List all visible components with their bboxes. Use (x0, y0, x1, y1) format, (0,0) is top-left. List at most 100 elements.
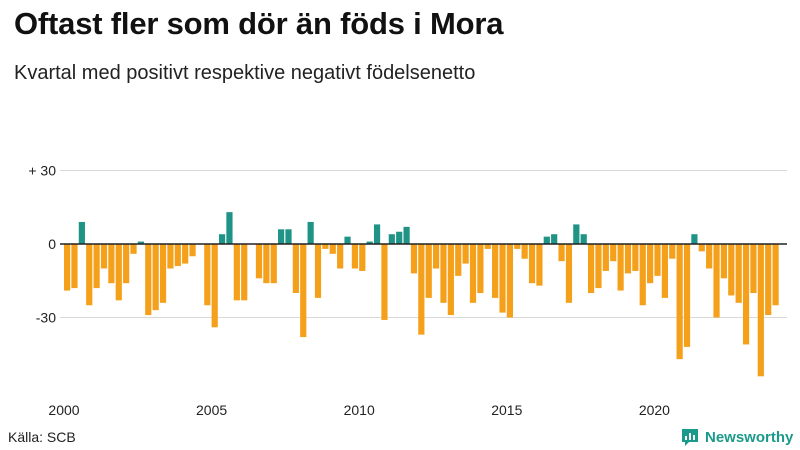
bar-2018-k4 (617, 244, 624, 291)
bar-2019-k2 (632, 244, 639, 271)
bar-2009-k2 (337, 244, 344, 269)
bar-2009-k4 (351, 244, 359, 269)
bar-2012-k3 (433, 244, 440, 269)
bar-2007-k4 (292, 244, 299, 293)
bar-2023-k4 (765, 244, 772, 316)
bar-2015-k4 (528, 244, 536, 284)
bar-2021-k3 (698, 244, 705, 252)
x-axis-labels: 2000 2005 2010 2015 2020 (48, 402, 670, 418)
bar-2015-k3 (521, 244, 528, 259)
bar-2023-k1 (742, 244, 750, 345)
bar-2000-k2 (71, 244, 78, 289)
bar-2021-k2 (691, 234, 698, 244)
bar-2014-k2 (484, 244, 491, 249)
x-tick-label: 2000 (48, 402, 79, 418)
bar-2019-k1 (624, 244, 632, 274)
bar-2008-k2 (307, 221, 314, 244)
bar-2000-k1 (64, 244, 71, 291)
bar-2023-k2 (750, 244, 757, 293)
bar-2012-k2 (425, 244, 432, 298)
bar-2005-k2 (218, 234, 226, 244)
bar-2003-k2 (159, 244, 167, 303)
bar-2022-k2 (720, 244, 728, 279)
bar-2014-k3 (492, 244, 499, 298)
bar-2016-k4 (558, 244, 565, 262)
bar-2002-k3 (137, 241, 144, 244)
bar-2003-k3 (167, 244, 174, 269)
bar-2007-k3 (285, 229, 292, 244)
bar-2021-k1 (683, 244, 691, 347)
bar-2022-k1 (713, 244, 720, 318)
bar-2020-k4 (676, 244, 683, 360)
bar-2016-k3 (551, 234, 558, 244)
bar-2005-k4 (233, 244, 240, 301)
x-tick-label: 2010 (344, 402, 375, 418)
bar-2018-k1 (595, 244, 602, 289)
bar-2011-k3 (403, 226, 410, 244)
bar-2020-k3 (669, 244, 676, 259)
bar-2022-k4 (735, 244, 742, 303)
bar-2004-k4 (204, 244, 211, 306)
bar-2001-k1 (93, 244, 100, 289)
bar-2011-k2 (396, 231, 403, 244)
bar-2023-k3 (757, 244, 764, 377)
y-tick-label: 0 (48, 236, 56, 252)
bar-2002-k2 (130, 244, 137, 254)
bar-2013-k4 (469, 244, 477, 303)
bar-2010-k1 (359, 244, 366, 271)
bar-2010-k2 (366, 241, 373, 244)
bar-2001-k2 (100, 244, 108, 269)
source-note: Källa: SCB (8, 429, 76, 445)
bar-2006-k1 (241, 244, 248, 301)
bar-2008-k1 (300, 244, 307, 338)
y-tick-label: -30 (36, 310, 56, 326)
newsworthy-logo-icon (682, 429, 698, 446)
bar-2002-k1 (123, 244, 130, 284)
x-tick-label: 2020 (639, 402, 670, 418)
bar-2008-k3 (314, 244, 322, 298)
bar-2003-k1 (152, 244, 159, 311)
bar-2017-k4 (587, 244, 595, 293)
bar-2017-k3 (580, 234, 587, 244)
bar-2022-k3 (728, 244, 735, 296)
bar-2010-k4 (381, 244, 388, 320)
bar-2011-k1 (388, 234, 395, 244)
bar-2017-k2 (573, 224, 580, 244)
bar-2014-k4 (499, 244, 506, 313)
bar-2012-k1 (418, 244, 425, 335)
bar-2012-k4 (440, 244, 447, 303)
bar-2013-k3 (462, 244, 469, 264)
bar-2020-k1 (654, 244, 661, 276)
x-tick-label: 2015 (491, 402, 522, 418)
bar-2014-k1 (477, 244, 484, 293)
bar-2015-k2 (514, 244, 521, 249)
bar-2009-k3 (344, 236, 351, 244)
bar-2013-k2 (455, 244, 462, 276)
bar-2009-k1 (329, 244, 336, 254)
bar-2006-k4 (263, 244, 270, 284)
bar-2011-k4 (410, 244, 418, 274)
bar-2002-k4 (145, 244, 152, 316)
bar-2003-k4 (174, 244, 181, 267)
bar-2016-k1 (536, 244, 543, 286)
bar-2019-k4 (647, 244, 654, 284)
bar-2006-k3 (255, 244, 263, 279)
bar-2010-k3 (373, 224, 381, 244)
bar-2007-k2 (278, 229, 285, 244)
bar-2018-k3 (610, 244, 617, 262)
bar-2024-k1 (772, 244, 779, 306)
chart-subtitle: Kvartal med positivt respektive negativt… (14, 62, 476, 84)
chart-title: Oftast fler som dör än föds i Mora (14, 6, 504, 41)
bar-2005-k3 (226, 212, 233, 244)
bar-2018-k2 (602, 244, 609, 271)
bar-2004-k1 (182, 244, 189, 264)
bar-2017-k1 (565, 244, 573, 303)
bar-2005-k1 (211, 244, 218, 328)
bar-2020-k2 (661, 244, 668, 298)
bar-2019-k3 (639, 244, 646, 306)
brand-name: Newsworthy (705, 428, 794, 446)
bar-2016-k2 (543, 236, 550, 244)
bar-2000-k3 (78, 221, 85, 244)
bar-series (64, 212, 779, 377)
